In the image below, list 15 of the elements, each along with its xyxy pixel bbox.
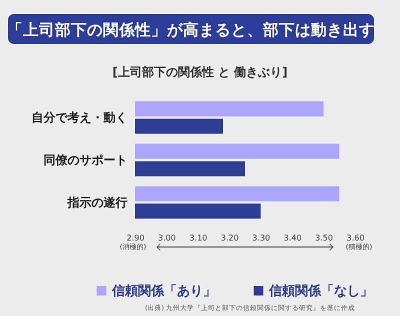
legend-label: 信頼関係「なし」 xyxy=(268,284,373,299)
x-tick-label: 3.50 xyxy=(315,234,333,242)
x-tick-label: 3.60 xyxy=(346,234,364,242)
chart-subtitle: [上司部下の関係性 と 働きぶり] xyxy=(112,65,288,79)
x-tick-label: 3.30 xyxy=(252,234,270,242)
x-tick-label: 2.90 xyxy=(126,234,144,242)
x-tick-label: 3.00 xyxy=(158,234,176,242)
x-tick-label: 3.20 xyxy=(220,234,239,242)
chart-title: 「上司部下の関係性」が高まると、部下は動き出す xyxy=(7,20,375,39)
y-tick-label: 指示の遂行 xyxy=(66,195,128,210)
legend-label: 信頼関係「あり」 xyxy=(111,284,216,299)
x-tick-label: 3.40 xyxy=(284,234,302,242)
y-tick-label: 同僚のサポート xyxy=(44,153,128,167)
y-tick-label: 自分で考え・動く xyxy=(32,110,128,125)
x-tick-label: 3.10 xyxy=(189,234,208,242)
